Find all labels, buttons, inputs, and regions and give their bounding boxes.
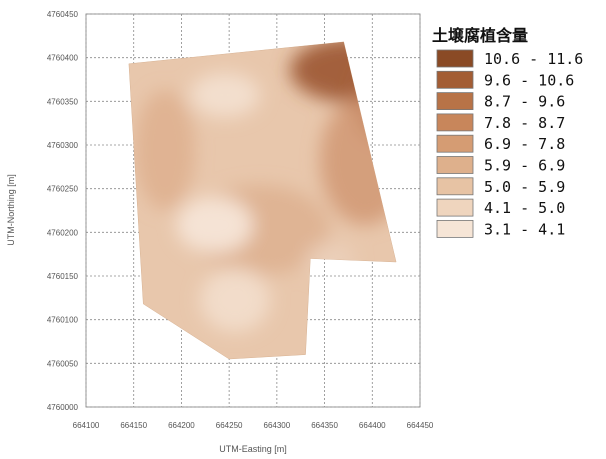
y-tick-label: 4760300 — [47, 141, 79, 150]
legend-label: 8.7 - 9.6 — [484, 93, 565, 111]
legend-label: 4.1 - 5.0 — [484, 199, 565, 217]
humus-low-zone-south — [200, 268, 270, 332]
x-tick-label: 664100 — [73, 421, 100, 430]
x-tick-label: 664400 — [359, 421, 386, 430]
legend-label: 5.0 - 5.9 — [484, 178, 565, 196]
legend-swatch — [436, 177, 474, 196]
y-tick-label: 4760350 — [47, 97, 79, 106]
y-tick-label: 4760100 — [47, 316, 79, 325]
legend-swatch — [436, 49, 474, 68]
x-axis-ticks: 664100 664150 664200 664250 664300 664350 6644… — [73, 421, 434, 430]
legend: 土壌腐植含量 10.6 - 11.6 9.6 - 10.6 8.7 - 9.6 7.8… — [432, 26, 583, 238]
legend-label: 5.9 - 6.9 — [484, 157, 565, 175]
y-tick-label: 4760400 — [47, 54, 79, 63]
legend-swatch — [436, 198, 474, 217]
legend-swatch — [436, 70, 474, 89]
x-tick-label: 664150 — [120, 421, 147, 430]
x-axis-label: UTM-Easting [m] — [219, 444, 287, 454]
x-tick-label: 664200 — [168, 421, 195, 430]
y-tick-label: 4760050 — [47, 359, 79, 368]
y-axis-ticks: 4760000 4760050 4760100 4760150 4760200 47602… — [47, 10, 79, 412]
y-tick-label: 4760150 — [47, 272, 79, 281]
legend-swatch — [436, 113, 474, 132]
y-tick-label: 4760250 — [47, 185, 79, 194]
legend-swatch — [436, 219, 474, 238]
y-tick-label: 4760450 — [47, 10, 79, 19]
legend-label: 6.9 - 7.8 — [484, 135, 565, 153]
legend-label: 10.6 - 11.6 — [484, 50, 583, 68]
y-tick-label: 4760200 — [47, 228, 79, 237]
humus-low-zone-center — [177, 197, 253, 253]
x-tick-label: 664250 — [216, 421, 243, 430]
humus-mid-zone-west — [135, 90, 195, 210]
x-tick-label: 664350 — [311, 421, 338, 430]
x-tick-label: 664450 — [407, 421, 434, 430]
legend-label: 7.8 - 8.7 — [484, 114, 565, 132]
legend-swatch — [436, 156, 474, 174]
legend-label: 9.6 - 10.6 — [484, 71, 574, 89]
humus-low-zone-north — [190, 73, 260, 117]
y-tick-label: 4760000 — [47, 403, 79, 412]
legend-title: 土壌腐植含量 — [432, 26, 528, 45]
legend-swatch — [436, 92, 474, 110]
legend-label: 3.1 - 4.1 — [484, 220, 565, 238]
legend-swatch — [436, 134, 474, 153]
x-tick-label: 664300 — [264, 421, 291, 430]
y-axis-label: UTM-Northing [m] — [6, 174, 16, 246]
